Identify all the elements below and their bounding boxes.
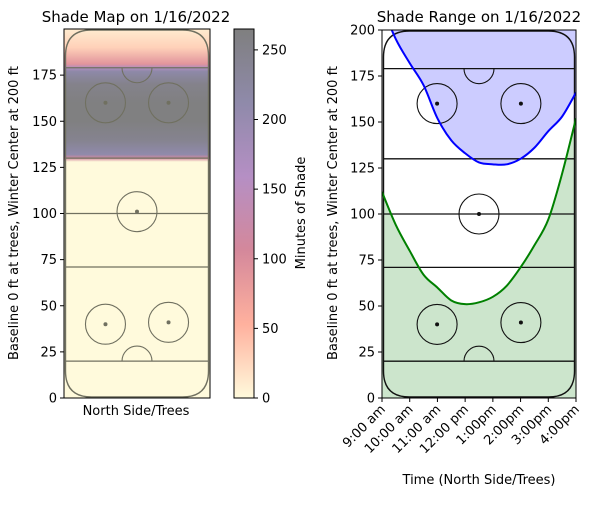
shade-map-ytick-label: 50 (40, 299, 57, 314)
shade-map-plot (63, 28, 211, 399)
shade-map-goal-crease (121, 345, 153, 362)
shade-map-ytick-label: 125 (32, 161, 57, 176)
shade-range-xlabel: Time (North Side/Trees) (402, 473, 556, 488)
shade-map-faceoff-dot (135, 209, 139, 214)
shade-map-faceoff-circle (147, 301, 190, 343)
shade-map-ylabel: Baseline 0 ft at trees, Winter Center at… (7, 66, 22, 360)
shade-range-ytick-label: 125 (350, 162, 375, 177)
blue-shade-fill (391, 30, 576, 165)
shade-map-rink-boards (64, 29, 210, 398)
shade-range-faceoff-dot (435, 101, 440, 106)
shade-range-ytick-label: 75 (358, 254, 375, 269)
shade-range-goal-crease (463, 345, 495, 362)
colorbar-tick-label: 200 (262, 113, 287, 128)
colorbar-tick-label: 50 (262, 322, 279, 337)
shade-map-faceoff-circle (84, 303, 127, 345)
shade-map-chart: Shade Map on 1/16/2022 North Side/Trees … (7, 8, 230, 419)
colorbar-gradient-bar (233, 28, 255, 399)
shade-range-clip-group (382, 30, 576, 398)
shade-range-faceoff-circle (416, 83, 458, 125)
shade-range-title: Shade Range on 1/16/2022 (377, 8, 581, 26)
shade-range-faceoff-dot (435, 322, 440, 327)
shade-map-ytick-label: 150 (32, 115, 57, 130)
shade-range-ytick-label: 0 (367, 392, 375, 407)
colorbar-tick-label: 0 (262, 392, 270, 407)
shade-range-faceoff-circle (458, 193, 500, 235)
green-series-line (382, 118, 576, 306)
shade-range-faceoff-circle (416, 303, 458, 345)
shade-range-plot (381, 29, 577, 399)
colorbar-label: Minutes of Shade (294, 157, 309, 270)
shade-range-ytick-label: 150 (350, 116, 375, 131)
shade-range-faceoff-circle (500, 83, 542, 125)
shade-range-faceoff-dot (477, 212, 481, 216)
shade-map-faceoff-dot (103, 322, 108, 327)
shade-range-ytick-label: 200 (350, 24, 375, 39)
shade-map-ytick-label: 0 (49, 392, 57, 407)
shade-range-ytick-label: 25 (358, 346, 375, 361)
shade-map-faceoff-circle (116, 191, 158, 233)
shade-range-ytick-label: 50 (358, 300, 375, 315)
shade-range-rink-boards (382, 30, 576, 398)
shade-range-y-ticks: 0 25 50 75 100 125 150 175 200 (350, 24, 382, 407)
green-shade-fill (382, 118, 576, 398)
shade-map-ytick-label: 25 (40, 345, 57, 360)
shade-map-ytick-label: 175 (32, 69, 57, 84)
shade-range-chart: Shade Range on 1/16/2022 0 25 50 75 100 125 15… (326, 8, 583, 488)
shade-map-ytick-label: 75 (40, 253, 57, 268)
shade-range-faceoff-dot (518, 320, 523, 325)
blue-series-line (390, 30, 576, 166)
colorbar-tick-label: 250 (262, 43, 287, 58)
colorbar-ticks: 0 50 100 150 200 250 (254, 43, 287, 407)
shade-map-goal-crease (121, 67, 153, 84)
shade-map-y-ticks: 0 25 50 75 100 125 150 175 (32, 69, 64, 407)
shade-range-goal-crease (463, 68, 495, 85)
colorbar: 0 50 100 150 200 250 Minutes of Shade (233, 28, 309, 407)
colorbar-gradient (233, 28, 255, 399)
shade-range-ylabel: Baseline 0 ft at trees, Winter Center at… (326, 66, 341, 360)
shade-map-faceoff-dot (166, 320, 171, 325)
colorbar-tick-label: 100 (262, 252, 287, 267)
shade-map-faceoff-circle (147, 82, 190, 124)
shade-map-faceoff-dot (166, 100, 171, 105)
shade-map-xlabel: North Side/Trees (83, 404, 190, 419)
shade-map-faceoff-circle (84, 82, 127, 124)
shade-range-faceoff-dot (518, 101, 523, 106)
colorbar-tick-label: 150 (262, 183, 287, 198)
shade-range-ytick-label: 100 (350, 208, 375, 223)
shade-range-ytick-label: 175 (350, 70, 375, 85)
shade-map-title: Shade Map on 1/16/2022 (42, 8, 231, 26)
shade-map-ytick-label: 100 (32, 207, 57, 222)
shade-range-faceoff-circle (500, 302, 542, 344)
shade-map-faceoff-dot (103, 100, 108, 105)
